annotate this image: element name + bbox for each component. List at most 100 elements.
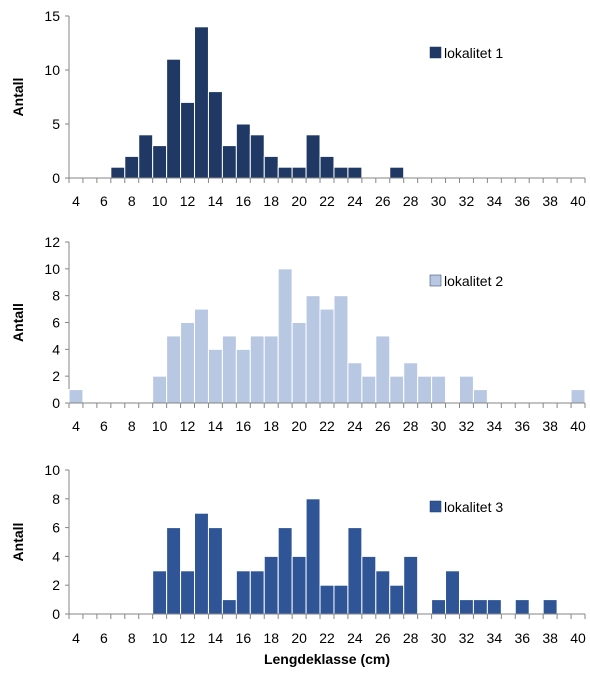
y-tick-label: 12 bbox=[44, 234, 60, 250]
x-tick-label: 30 bbox=[431, 418, 447, 434]
x-tick-label: 18 bbox=[263, 630, 279, 646]
x-tick-label: 12 bbox=[180, 630, 196, 646]
y-tick-label: 4 bbox=[52, 548, 60, 564]
x-tick-label: 24 bbox=[347, 193, 363, 209]
bar-18 bbox=[263, 555, 279, 615]
bar-20 bbox=[291, 555, 307, 615]
bar-16 bbox=[235, 570, 251, 615]
legend-label: lokalitet 3 bbox=[444, 499, 503, 515]
bar-17 bbox=[249, 134, 265, 179]
bar-23 bbox=[333, 166, 349, 179]
bar-38 bbox=[542, 599, 558, 615]
x-tick-label: 26 bbox=[375, 418, 391, 434]
x-tick-label: 14 bbox=[208, 630, 224, 646]
x-tick-label: 4 bbox=[72, 193, 80, 209]
x-tick-label: 6 bbox=[100, 418, 108, 434]
x-tick-label: 6 bbox=[100, 630, 108, 646]
bar-11 bbox=[166, 527, 182, 615]
y-tick-label: 15 bbox=[44, 8, 60, 24]
bar-24 bbox=[347, 166, 363, 179]
y-axis-title: Antall bbox=[10, 78, 26, 117]
y-axis-title: Antall bbox=[10, 523, 26, 562]
bar-10 bbox=[152, 375, 168, 404]
bar-26 bbox=[375, 570, 391, 615]
x-tick-label: 30 bbox=[431, 193, 447, 209]
bar-8 bbox=[124, 155, 140, 179]
y-tick-label: 8 bbox=[52, 491, 60, 507]
bar-25 bbox=[361, 375, 377, 404]
x-tick-label: 36 bbox=[514, 630, 530, 646]
bar-22 bbox=[319, 155, 335, 179]
y-axis-title: Antall bbox=[10, 303, 26, 342]
bar-15 bbox=[221, 599, 237, 615]
bar-24 bbox=[347, 527, 363, 615]
y-tick-label: 5 bbox=[52, 116, 60, 132]
y-tick-label: 10 bbox=[44, 62, 60, 78]
x-tick-label: 30 bbox=[431, 630, 447, 646]
x-tick-label: 36 bbox=[514, 193, 530, 209]
y-tick-label: 2 bbox=[52, 368, 60, 384]
x-tick-label: 36 bbox=[514, 418, 530, 434]
bar-26 bbox=[375, 335, 391, 404]
bar-33 bbox=[472, 389, 488, 404]
bar-34 bbox=[486, 599, 502, 615]
x-tick-label: 34 bbox=[487, 630, 503, 646]
bar-19 bbox=[277, 268, 293, 404]
y-tick-label: 10 bbox=[44, 261, 60, 277]
y-tick-label: 4 bbox=[52, 341, 60, 357]
bar-33 bbox=[472, 599, 488, 615]
x-tick-label: 24 bbox=[347, 630, 363, 646]
x-tick-label: 10 bbox=[152, 193, 168, 209]
x-tick-label: 4 bbox=[72, 418, 80, 434]
bar-21 bbox=[305, 498, 321, 615]
x-tick-label: 34 bbox=[487, 418, 503, 434]
bar-15 bbox=[221, 335, 237, 404]
bar-22 bbox=[319, 308, 335, 404]
x-tick-label: 38 bbox=[542, 193, 558, 209]
bar-27 bbox=[389, 375, 405, 404]
bar-9 bbox=[138, 134, 154, 179]
bar-21 bbox=[305, 295, 321, 404]
chart-panel-1: 0 5 10 15 4 6 8 10 12 14 16 18 20 22 24 26 28 30 32 34 36 38 4… bbox=[10, 8, 586, 209]
x-tick-label: 4 bbox=[72, 630, 80, 646]
legend-label: lokalitet 2 bbox=[444, 273, 503, 289]
x-tick-label: 40 bbox=[570, 193, 586, 209]
bar-30 bbox=[431, 599, 447, 615]
x-tick-label: 16 bbox=[236, 630, 252, 646]
bar-18 bbox=[263, 335, 279, 404]
x-tick-label: 16 bbox=[236, 193, 252, 209]
bar-19 bbox=[277, 527, 293, 615]
bar-24 bbox=[347, 362, 363, 404]
x-tick-label: 12 bbox=[180, 193, 196, 209]
x-tick-label: 8 bbox=[128, 193, 136, 209]
bar-31 bbox=[445, 570, 460, 615]
x-tick-label: 10 bbox=[152, 630, 168, 646]
x-tick-label: 6 bbox=[100, 193, 108, 209]
x-tick-label: 32 bbox=[459, 418, 475, 434]
x-tick-label: 18 bbox=[263, 418, 279, 434]
x-tick-label: 16 bbox=[236, 418, 252, 434]
x-tick-label: 26 bbox=[375, 630, 391, 646]
y-tick-label: 10 bbox=[44, 462, 60, 478]
bar-10 bbox=[152, 145, 168, 179]
bar-15 bbox=[221, 145, 237, 179]
bar-20 bbox=[291, 166, 307, 179]
bar-27 bbox=[389, 584, 405, 615]
x-tick-label: 24 bbox=[347, 418, 363, 434]
bar-12 bbox=[180, 101, 196, 179]
bar-30 bbox=[431, 375, 447, 404]
x-tick-label: 28 bbox=[403, 418, 419, 434]
y-tick-label: 0 bbox=[52, 606, 60, 622]
x-tick-label: 22 bbox=[319, 630, 335, 646]
x-tick-label: 32 bbox=[459, 630, 475, 646]
x-tick-label: 26 bbox=[375, 193, 391, 209]
bar-13 bbox=[194, 26, 209, 179]
bar-19 bbox=[277, 166, 293, 179]
y-tick-label: 2 bbox=[52, 577, 60, 593]
y-tick-label: 0 bbox=[52, 395, 60, 411]
bar-28 bbox=[403, 362, 419, 404]
y-tick-label: 0 bbox=[52, 170, 60, 186]
x-axis-title: Lengdeklasse (cm) bbox=[264, 651, 390, 667]
